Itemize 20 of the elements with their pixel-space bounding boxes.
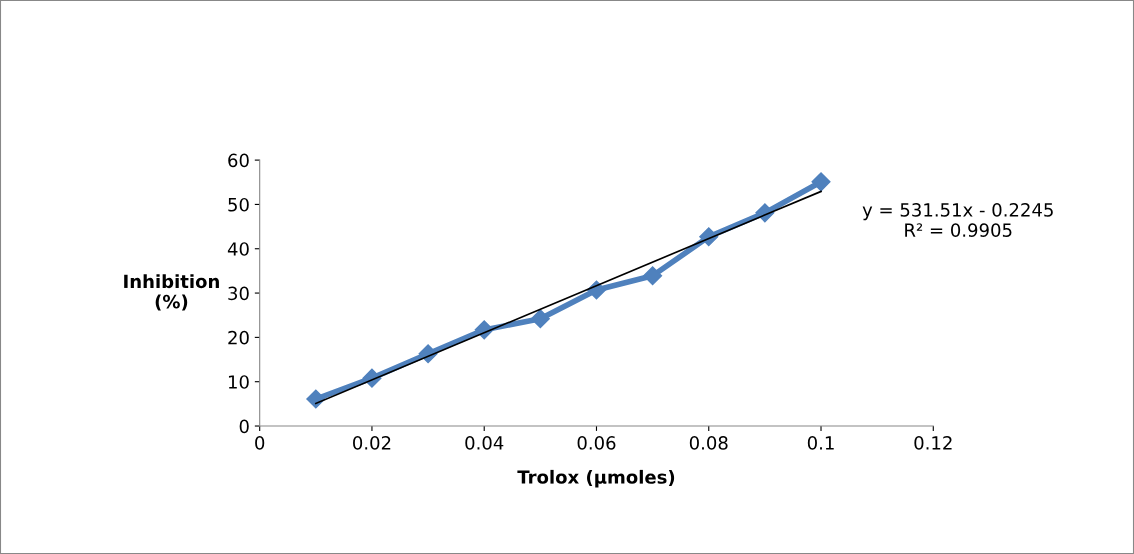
point	[811, 172, 831, 192]
x-tick-label: 0.02	[353, 436, 391, 450]
y-tick-label: 50	[228, 197, 249, 212]
x-tick-label: 0.1	[807, 436, 834, 450]
point	[530, 309, 550, 329]
y-tick-label: 60	[228, 153, 249, 168]
y-axis-title: Inhibition (%)	[124, 274, 219, 311]
y-tick-label: 10	[228, 375, 249, 389]
x-tick-label: 0.08	[689, 436, 728, 450]
y-tick-label: 20	[228, 330, 249, 345]
y-tick-label: 0	[239, 419, 249, 434]
x-tick-label: 0.12	[914, 436, 952, 450]
y-tick-label: 30	[228, 286, 249, 301]
x-tick-label: 0.04	[465, 436, 504, 450]
x-tick-label: 0.06	[577, 436, 616, 450]
annotation: y = 531.51x - 0.2245 R² = 0.9905	[862, 203, 1053, 237]
point	[643, 266, 663, 286]
x-axis-title: Trolox (µmoles)	[517, 469, 675, 488]
y-tick-label: 40	[227, 242, 249, 256]
x-tick-label: 0	[255, 436, 265, 450]
